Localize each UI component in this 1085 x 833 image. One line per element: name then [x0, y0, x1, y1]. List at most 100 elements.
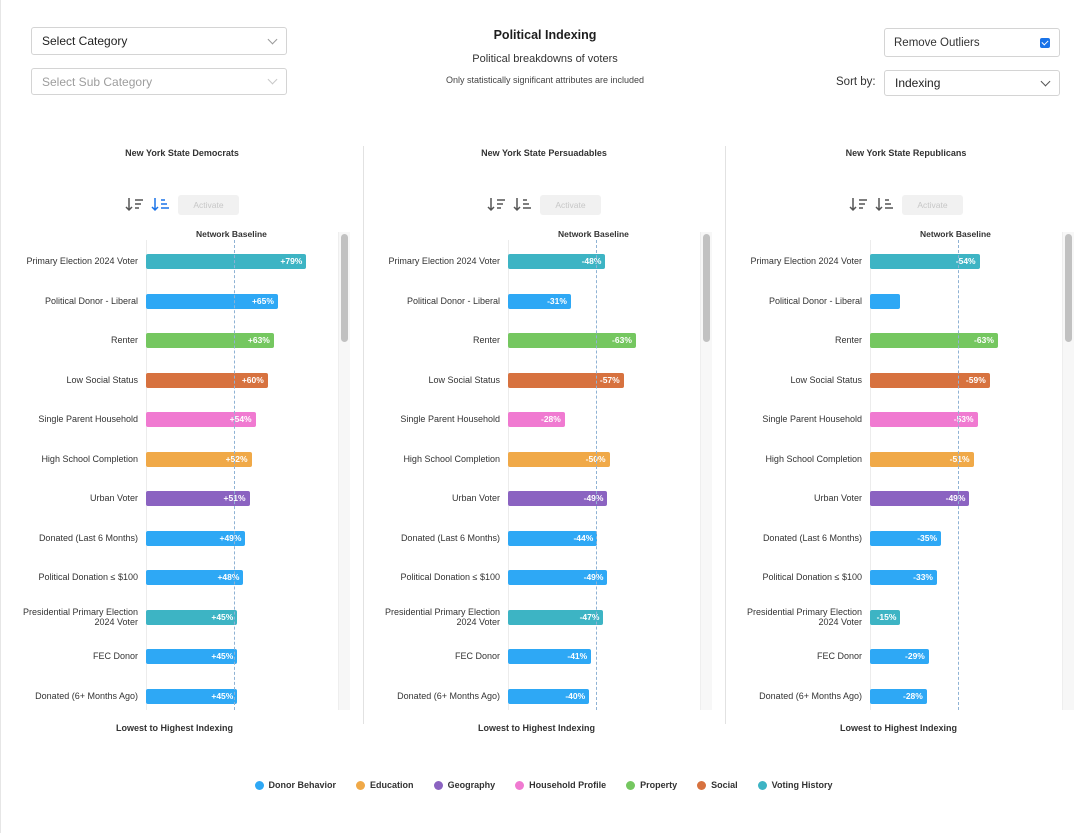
- bar[interactable]: -57%: [508, 372, 624, 388]
- scrollbar[interactable]: [700, 232, 712, 710]
- legend-item[interactable]: Geography: [433, 780, 496, 790]
- bar[interactable]: -33%: [870, 570, 937, 585]
- legend-item[interactable]: Education: [356, 780, 414, 790]
- category-select[interactable]: Select Category: [31, 27, 287, 55]
- bar-category-label: Renter: [110, 335, 138, 345]
- bar[interactable]: -40%: [508, 688, 590, 704]
- panel-divider: [725, 146, 726, 724]
- bar-category-label: Urban Voter: [451, 493, 500, 503]
- bar[interactable]: -50%: [508, 451, 610, 467]
- bar-category-label: FEC Donor: [454, 651, 500, 661]
- bar[interactable]: +54%: [146, 412, 256, 427]
- legend-item[interactable]: Donor Behavior: [254, 780, 336, 790]
- legend-item[interactable]: Social: [697, 780, 738, 790]
- legend-item[interactable]: Household Profile: [515, 780, 606, 790]
- bar[interactable]: -53%: [870, 412, 978, 427]
- bar-category-label: Donated (Last 6 Months): [762, 532, 862, 543]
- bar[interactable]: -47%: [508, 609, 604, 625]
- bar[interactable]: +49%: [146, 530, 246, 546]
- bar[interactable]: -35%: [870, 530, 942, 546]
- bar[interactable]: +45%: [146, 609, 238, 625]
- chart-plot: Primary Election 2024 Voter -48% Political…: [363, 240, 703, 710]
- bar[interactable]: -49%: [870, 491, 970, 506]
- network-baseline-line: [958, 240, 959, 710]
- remove-outliers-label: Remove Outliers: [894, 36, 980, 49]
- bar-value-label: -35%: [917, 532, 938, 543]
- legend-label: Voting History: [771, 780, 833, 790]
- bar-value-label: +54%: [229, 414, 252, 424]
- activate-button[interactable]: Activate: [540, 195, 601, 215]
- scrollbar-thumb[interactable]: [341, 234, 348, 342]
- bar[interactable]: -49%: [508, 491, 608, 506]
- sort-ascending-icon[interactable]: [125, 196, 145, 213]
- scrollbar[interactable]: [338, 232, 350, 710]
- bar-category-label: Low Social Status: [428, 374, 500, 385]
- bar[interactable]: -63%: [508, 333, 636, 348]
- bar[interactable]: -54%: [870, 254, 980, 269]
- sort-descending-icon[interactable]: [513, 196, 533, 213]
- bar-value-label: -28%: [540, 414, 561, 424]
- bar[interactable]: -31%: [508, 293, 571, 309]
- bar[interactable]: -29%: [870, 649, 929, 664]
- sort-by-label: Sort by:: [836, 76, 876, 88]
- bar[interactable]: +45%: [146, 649, 238, 664]
- sort-descending-icon[interactable]: [151, 196, 171, 213]
- bar-category-label: Urban Voter: [813, 493, 862, 503]
- activate-button[interactable]: Activate: [902, 195, 963, 215]
- bar[interactable]: -28%: [508, 412, 565, 427]
- legend-label: Geography: [447, 780, 496, 790]
- bar-category-label: Primary Election 2024 Voter: [26, 256, 138, 266]
- page-title: Political Indexing: [493, 28, 597, 42]
- bar-category-label: Donated (6+ Months Ago): [397, 690, 500, 701]
- bar-category-label: Donated (6+ Months Ago): [759, 690, 862, 701]
- page-note: Only statistically significant attribute…: [445, 75, 645, 85]
- chart-plot: Primary Election 2024 Voter +79% Political…: [1, 240, 341, 710]
- sort-descending-icon[interactable]: [875, 196, 895, 213]
- bar[interactable]: +52%: [146, 451, 252, 467]
- bar-value-label: +49%: [219, 532, 242, 543]
- sort-ascending-icon[interactable]: [849, 196, 869, 213]
- bar[interactable]: -48%: [508, 254, 606, 269]
- bar-value-label: -49%: [583, 572, 604, 582]
- bar[interactable]: +65%: [146, 293, 278, 309]
- chart-panel-republicans: New York State Republicans Activate Netw…: [725, 140, 1085, 740]
- bar[interactable]: +79%: [146, 254, 307, 269]
- legend-item[interactable]: Property: [626, 780, 677, 790]
- bar[interactable]: -28%: [870, 688, 927, 704]
- legend-swatch: [254, 780, 264, 790]
- legend-label: Property: [640, 780, 678, 790]
- bar-value-label: +45%: [211, 651, 234, 661]
- bar[interactable]: -44%: [508, 530, 598, 546]
- bar[interactable]: -63%: [870, 333, 998, 348]
- activate-button[interactable]: Activate: [178, 195, 239, 215]
- legend-swatch: [626, 780, 636, 790]
- remove-outliers-checkbox[interactable]: [1040, 37, 1050, 48]
- subcategory-select[interactable]: Select Sub Category: [31, 68, 287, 95]
- bar[interactable]: -49%: [508, 570, 608, 585]
- bar[interactable]: +48%: [146, 570, 244, 585]
- bar[interactable]: +60%: [146, 372, 268, 388]
- scrollbar[interactable]: [1062, 232, 1074, 710]
- remove-outliers-toggle[interactable]: Remove Outliers: [884, 28, 1060, 57]
- scrollbar-thumb[interactable]: [1065, 234, 1072, 342]
- sort-by-select[interactable]: Indexing: [884, 70, 1060, 96]
- bar[interactable]: +63%: [146, 333, 274, 348]
- bar[interactable]: -41%: [508, 649, 592, 664]
- bar-value-label: -59%: [965, 374, 986, 385]
- panel-divider: [363, 146, 364, 724]
- chart-axis-line: [508, 240, 509, 710]
- bar-value-label: +48%: [217, 572, 240, 582]
- bar-category-label: Political Donation ≤ $100: [38, 572, 138, 582]
- bar[interactable]: -59%: [870, 372, 990, 388]
- bar-category-label: Donated (Last 6 Months): [38, 532, 138, 543]
- scrollbar-thumb[interactable]: [703, 234, 710, 342]
- network-baseline-label: Network Baseline: [558, 229, 629, 239]
- bar[interactable]: -15%: [870, 609, 901, 625]
- bar-category-label: Single Parent Household: [400, 414, 500, 424]
- bar-category-label: Renter: [472, 335, 500, 345]
- legend-item[interactable]: Voting History: [757, 780, 833, 790]
- bar[interactable]: -51%: [870, 451, 974, 467]
- bar[interactable]: +45%: [146, 688, 238, 704]
- bar[interactable]: [870, 293, 900, 309]
- sort-ascending-icon[interactable]: [487, 196, 507, 213]
